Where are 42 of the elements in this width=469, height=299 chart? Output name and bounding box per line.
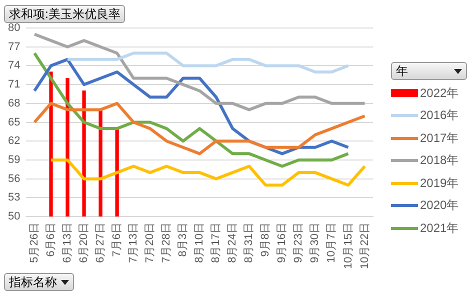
- y-tick-label: 53: [8, 192, 20, 204]
- x-tick-label: 7月20日: [144, 222, 156, 263]
- x-tick-label: 8月3日: [177, 222, 190, 257]
- y-tick-label: 74: [8, 60, 20, 72]
- y-tick-label: 71: [8, 78, 20, 91]
- legend-title: 年: [396, 62, 408, 80]
- x-tick-label: 10月15日: [342, 222, 354, 270]
- x-tick-label: 6月13日: [62, 222, 74, 263]
- x-tick-label: 8月17日: [210, 222, 222, 263]
- legend-label: 2022年: [420, 84, 459, 102]
- x-tick-label: 6月6日: [45, 222, 58, 257]
- x-tick-label: 7月28日: [160, 222, 173, 263]
- x-tick-label: 10月7日: [326, 222, 338, 263]
- x-tick-label: 6月20日: [78, 222, 90, 263]
- legend-label: 2017年: [420, 130, 459, 147]
- x-tick-label: 9月16日: [276, 222, 288, 263]
- x-tick-label: 10月22日: [358, 222, 371, 270]
- x-tick-label: 8月10日: [194, 222, 206, 263]
- x-tick-label: 7月6日: [111, 222, 124, 257]
- y-tick-label: 77: [8, 40, 20, 53]
- y-tick-label: 59: [8, 154, 20, 166]
- y-tick-label: 65: [8, 116, 20, 128]
- chart-title: 求和项:美玉米优良率: [9, 6, 120, 22]
- legend-label: 2021年: [420, 220, 459, 237]
- x-tick-label: 5月26日: [28, 222, 41, 263]
- x-tick-label: 9月8日: [260, 222, 272, 257]
- y-tick-label: 50: [8, 210, 20, 223]
- legend-label: 2020年: [420, 197, 459, 214]
- x-tick-label: 8月24日: [226, 222, 239, 263]
- legend-label: 2016年: [420, 107, 459, 124]
- y-tick-label: 68: [8, 97, 20, 110]
- x-tick-label: 9月23日: [292, 222, 305, 263]
- y-tick-label: 56: [8, 172, 20, 185]
- x-tick-label: 8月31日: [243, 222, 256, 263]
- x-axis-title: 指标名称: [9, 274, 57, 290]
- x-tick-label: 9月30日: [309, 222, 322, 263]
- x-tick-label: 7月13日: [128, 222, 140, 263]
- y-tick-label: 80: [8, 22, 20, 34]
- legend-label: 2018年: [420, 152, 459, 170]
- x-tick-label: 6月27日: [94, 222, 107, 263]
- legend-label: 2019年: [420, 174, 459, 192]
- y-tick-label: 62: [8, 135, 20, 148]
